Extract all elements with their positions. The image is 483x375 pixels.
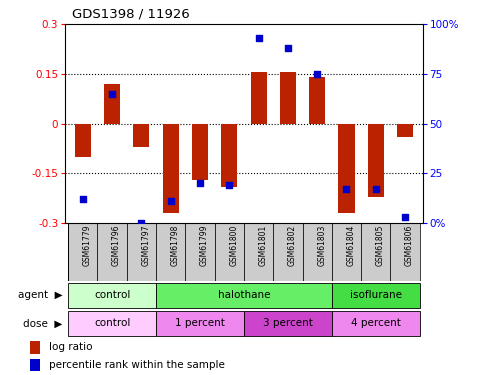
Bar bbox=[361, 223, 390, 281]
Point bbox=[284, 45, 292, 51]
Bar bbox=[192, 124, 208, 180]
Point bbox=[401, 214, 409, 220]
Bar bbox=[244, 223, 273, 281]
Bar bbox=[332, 283, 420, 308]
Point bbox=[372, 186, 380, 192]
Text: control: control bbox=[94, 318, 130, 328]
Text: GSM61806: GSM61806 bbox=[405, 225, 414, 266]
Text: GSM61798: GSM61798 bbox=[170, 225, 180, 266]
Text: 4 percent: 4 percent bbox=[351, 318, 401, 328]
Bar bbox=[163, 124, 179, 213]
Bar bbox=[30, 359, 41, 371]
Bar bbox=[273, 223, 302, 281]
Bar bbox=[368, 124, 384, 196]
Bar bbox=[68, 283, 156, 308]
Text: GSM61796: GSM61796 bbox=[112, 225, 121, 266]
Text: dose  ▶: dose ▶ bbox=[23, 318, 63, 328]
Text: control: control bbox=[94, 290, 130, 300]
Bar bbox=[68, 311, 156, 336]
Text: GDS1398 / 11926: GDS1398 / 11926 bbox=[72, 8, 190, 20]
Point bbox=[226, 182, 233, 188]
Text: GSM61801: GSM61801 bbox=[258, 225, 268, 266]
Text: isoflurane: isoflurane bbox=[350, 290, 402, 300]
Text: percentile rank within the sample: percentile rank within the sample bbox=[49, 360, 225, 370]
Bar bbox=[332, 311, 420, 336]
Bar bbox=[68, 223, 98, 281]
Text: 1 percent: 1 percent bbox=[175, 318, 225, 328]
Bar bbox=[156, 283, 332, 308]
Text: GSM61799: GSM61799 bbox=[200, 225, 209, 266]
Bar bbox=[390, 223, 420, 281]
Text: log ratio: log ratio bbox=[49, 342, 92, 352]
Bar bbox=[251, 72, 267, 124]
Bar bbox=[75, 124, 91, 157]
Point bbox=[196, 180, 204, 186]
Text: GSM61805: GSM61805 bbox=[376, 225, 385, 266]
Bar bbox=[185, 223, 214, 281]
Point bbox=[342, 186, 350, 192]
Point bbox=[313, 71, 321, 77]
Bar bbox=[156, 311, 244, 336]
Text: 3 percent: 3 percent bbox=[263, 318, 313, 328]
Bar bbox=[214, 223, 244, 281]
Text: halothane: halothane bbox=[218, 290, 270, 300]
Bar bbox=[98, 223, 127, 281]
Bar bbox=[244, 311, 332, 336]
Bar bbox=[104, 84, 120, 124]
Text: GSM61800: GSM61800 bbox=[229, 225, 238, 266]
Bar bbox=[280, 72, 296, 124]
Bar bbox=[332, 223, 361, 281]
Bar bbox=[309, 77, 325, 124]
Bar bbox=[397, 124, 413, 137]
Text: GSM61802: GSM61802 bbox=[288, 225, 297, 266]
Text: GSM61779: GSM61779 bbox=[83, 225, 92, 266]
Bar bbox=[133, 124, 149, 147]
Bar bbox=[127, 223, 156, 281]
Point bbox=[255, 35, 262, 41]
Text: GSM61803: GSM61803 bbox=[317, 225, 326, 266]
Bar bbox=[221, 124, 237, 187]
Point bbox=[108, 91, 116, 97]
Bar bbox=[30, 341, 41, 354]
Point bbox=[167, 198, 174, 204]
Bar bbox=[156, 223, 185, 281]
Point bbox=[79, 196, 86, 202]
Bar bbox=[339, 124, 355, 213]
Point bbox=[138, 220, 145, 226]
Text: agent  ▶: agent ▶ bbox=[18, 290, 63, 300]
Bar bbox=[302, 223, 332, 281]
Text: GSM61797: GSM61797 bbox=[142, 225, 150, 266]
Text: GSM61804: GSM61804 bbox=[346, 225, 355, 266]
